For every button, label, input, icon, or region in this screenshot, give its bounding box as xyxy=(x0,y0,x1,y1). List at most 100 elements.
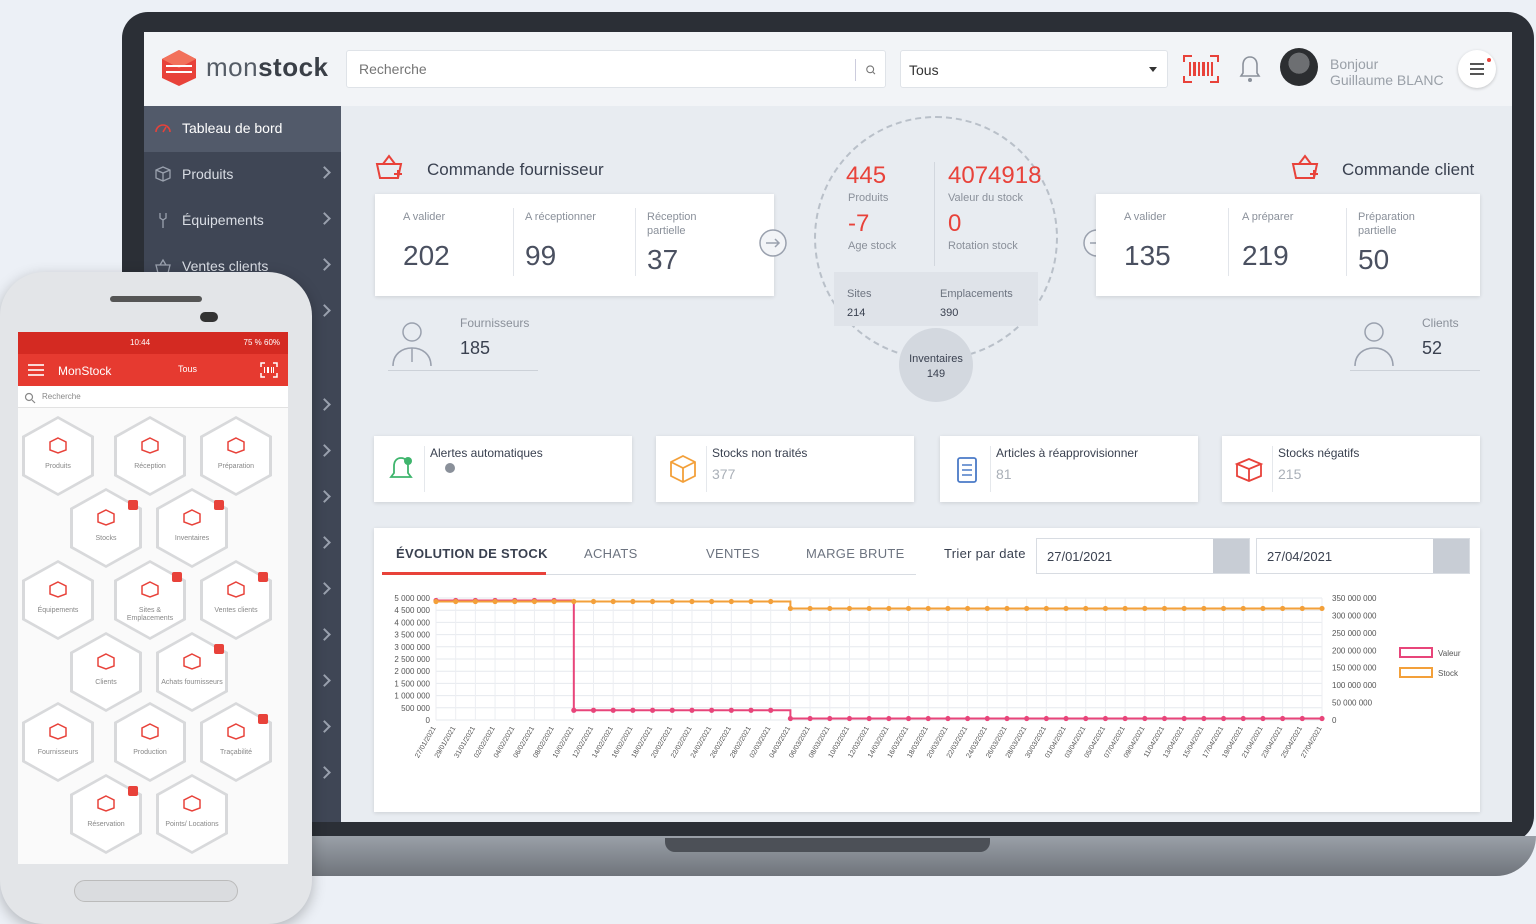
tab-sales[interactable]: VENTES xyxy=(706,546,760,561)
kpi-value[interactable]: 50 xyxy=(1358,244,1390,275)
data-point xyxy=(571,598,577,605)
tile-icon xyxy=(141,581,159,598)
inventories-bubble[interactable]: Inventaires 149 xyxy=(899,328,973,402)
phone-tile-label: Équipements xyxy=(25,563,91,637)
kpi-value[interactable]: 135 xyxy=(1124,240,1171,271)
kpi-value[interactable]: 219 xyxy=(1242,240,1289,271)
data-point xyxy=(925,715,931,722)
chevron-right-icon[interactable] xyxy=(318,444,331,457)
data-point xyxy=(1299,715,1305,722)
data-point xyxy=(866,605,872,612)
y-tick-label: 3 000 000 xyxy=(394,643,430,652)
calendar-icon[interactable] xyxy=(1433,539,1469,573)
sidebar-item-sales[interactable]: Ventes clients xyxy=(144,244,341,290)
alert-card-untreated[interactable]: Stocks non traités 377 xyxy=(656,436,914,502)
phone-bottom-speaker xyxy=(74,880,238,902)
tab-purchases[interactable]: ACHATS xyxy=(584,546,638,561)
sidebar-item-products[interactable]: Produits xyxy=(144,152,341,198)
kpi-value[interactable]: 37 xyxy=(647,244,679,275)
phone-tile[interactable]: Produits xyxy=(22,416,94,496)
date-from-field[interactable]: 27/01/2021 xyxy=(1036,538,1250,574)
alert-card-negative[interactable]: Stocks négatifs 215 xyxy=(1222,436,1480,502)
hamburger-icon[interactable] xyxy=(28,364,44,376)
phone-tile[interactable]: Points/ Locations xyxy=(156,774,228,854)
phone-tile[interactable]: Préparation xyxy=(200,416,272,496)
y-tick-label: 500 000 xyxy=(401,704,430,713)
phone-tile[interactable]: Production xyxy=(114,702,186,782)
alert-card-restock[interactable]: Articles à réapprovisionner 81 xyxy=(940,436,1198,502)
chevron-right-icon[interactable] xyxy=(318,304,331,317)
tile-icon xyxy=(183,795,201,812)
y-tick-label: 0 xyxy=(426,716,431,725)
tile-icon xyxy=(97,653,115,670)
menu-button[interactable] xyxy=(1458,50,1496,88)
products-count[interactable]: 445 xyxy=(846,162,887,189)
y2-tick-label: 50 000 000 xyxy=(1332,699,1373,708)
data-point xyxy=(1220,605,1227,612)
kpi-value[interactable]: 202 xyxy=(403,240,450,271)
chevron-right-icon[interactable] xyxy=(318,720,331,733)
phone-tile[interactable]: Réception xyxy=(114,416,186,496)
phone-tile[interactable]: Fournisseurs xyxy=(22,702,94,782)
kpi-label: Préparation partielle xyxy=(1358,211,1415,237)
data-point xyxy=(1083,715,1089,722)
chevron-right-icon[interactable] xyxy=(318,766,331,779)
data-point xyxy=(945,605,951,612)
alert-card-auto[interactable]: Alertes automatiques xyxy=(374,436,632,502)
search-icon[interactable] xyxy=(855,59,877,81)
notification-badge xyxy=(258,572,268,582)
chevron-right-icon[interactable] xyxy=(318,536,331,549)
data-point xyxy=(1102,605,1109,612)
filter-select[interactable]: Tous xyxy=(900,50,1168,88)
chevron-right-icon[interactable] xyxy=(318,674,331,687)
rotation-label: Rotation stock xyxy=(948,240,1018,252)
search-input[interactable] xyxy=(347,51,837,87)
kpi-value[interactable]: 99 xyxy=(525,240,557,271)
data-point xyxy=(886,605,892,612)
chevron-right-icon[interactable] xyxy=(318,490,331,503)
data-point xyxy=(709,598,715,605)
bell-icon[interactable] xyxy=(1238,54,1262,84)
notification-badge xyxy=(128,786,138,796)
clients-value[interactable]: 52 xyxy=(1422,338,1443,358)
y-tick-label: 4 500 000 xyxy=(394,606,430,615)
chevron-right-icon[interactable] xyxy=(318,628,331,641)
phone-search-input[interactable]: Recherche xyxy=(18,386,288,408)
phone-tile[interactable]: Achats fournisseurs xyxy=(156,632,228,712)
data-point xyxy=(551,598,557,605)
chevron-right-icon xyxy=(318,212,331,225)
stock-age-value[interactable]: -7 xyxy=(848,210,870,237)
date-to-field[interactable]: 27/04/2021 xyxy=(1256,538,1470,574)
data-point xyxy=(669,598,675,605)
legend-swatch xyxy=(1399,667,1433,678)
locations-value[interactable]: 390 xyxy=(940,307,959,319)
sidebar-item-dashboard[interactable]: Tableau de bord xyxy=(144,106,341,152)
legend-label: Stock xyxy=(1438,669,1459,678)
sidebar-item-equipment[interactable]: Équipements xyxy=(144,198,341,244)
divider xyxy=(388,370,538,371)
chevron-right-icon[interactable] xyxy=(318,582,331,595)
phone-filter[interactable]: Tous xyxy=(178,364,198,374)
chevron-right-icon[interactable] xyxy=(318,398,331,411)
calendar-icon[interactable] xyxy=(1213,539,1249,573)
suppliers-value[interactable]: 185 xyxy=(460,338,491,358)
data-point xyxy=(1240,605,1246,612)
arrow-right-circle-icon[interactable] xyxy=(758,228,788,258)
barcode-scan-icon[interactable] xyxy=(260,362,278,378)
tab-gross-margin[interactable]: MARGE BRUTE xyxy=(806,546,905,561)
phone-tile[interactable]: Équipements xyxy=(22,560,94,640)
stock-value[interactable]: 4074918 xyxy=(948,162,1042,189)
divider xyxy=(1346,208,1347,276)
barcode-scan-icon[interactable] xyxy=(1182,54,1220,84)
supplier-orders-card: A valider 202 A réceptionner 99 Réceptio… xyxy=(375,194,774,296)
phone-tile[interactable]: Clients xyxy=(70,632,142,712)
phone-tile-label: Clients xyxy=(73,635,139,709)
open-box-icon xyxy=(1234,458,1264,482)
rotation-value[interactable]: 0 xyxy=(948,210,962,237)
sites-value[interactable]: 214 xyxy=(847,307,866,319)
client-person-icon xyxy=(1354,322,1394,367)
user-avatar[interactable] xyxy=(1280,48,1318,86)
tab-stock-evolution[interactable]: ÉVOLUTION DE STOCK xyxy=(396,546,548,561)
series-line xyxy=(436,599,1322,720)
